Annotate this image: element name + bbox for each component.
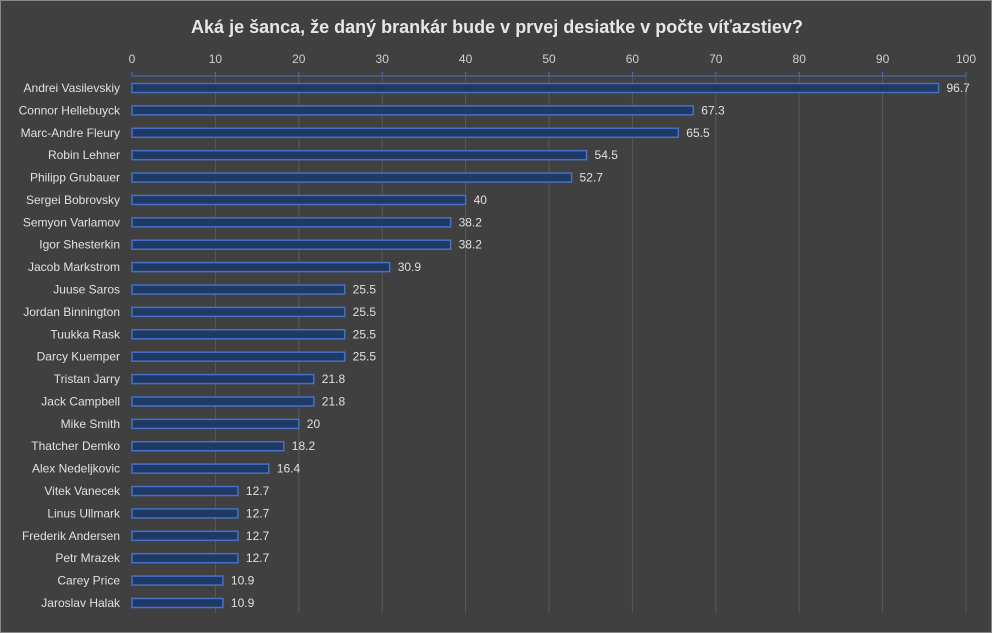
bar: [131, 597, 224, 609]
category-label: Sergei Bobrovsky: [26, 193, 120, 207]
category-label: Marc-Andre Fleury: [21, 126, 120, 140]
data-label: 10.9: [231, 574, 255, 588]
category-label: Tristan Jarry: [54, 372, 120, 386]
category-label: Jack Campbell: [41, 394, 120, 408]
data-label: 12.7: [246, 506, 270, 520]
data-label: 12.7: [246, 551, 270, 565]
bar: [131, 105, 695, 116]
x-tick-label: 40: [459, 52, 473, 66]
category-label: Vitek Vanecek: [44, 484, 121, 498]
data-label: 16.4: [277, 462, 301, 476]
bar: [131, 239, 452, 250]
bar: [131, 440, 285, 452]
x-tick-label: 0: [129, 52, 136, 66]
data-label: 38.2: [459, 215, 483, 229]
data-label: 25.5: [353, 305, 377, 319]
category-label: Darcy Kuemper: [37, 350, 120, 364]
category-label: Tuukka Rask: [50, 327, 121, 341]
category-label: Thatcher Demko: [31, 439, 120, 453]
x-tick-label: 100: [956, 52, 976, 66]
category-label: Igor Shesterkin: [39, 238, 120, 252]
x-tick-label: 70: [709, 52, 723, 66]
data-label: 54.5: [595, 148, 619, 162]
category-label: Frederik Andersen: [22, 529, 120, 543]
bar: [131, 508, 239, 519]
bar: [131, 575, 224, 586]
bar: [131, 82, 940, 94]
bar: [131, 329, 346, 340]
chart-title: Aká je šanca, že daný brankár bude v prv…: [191, 17, 803, 37]
data-label: 40: [474, 193, 488, 207]
category-label: Robin Lehner: [48, 148, 120, 162]
category-label: Andrei Vasilevskiy: [24, 81, 120, 95]
category-label: Jaroslav Halak: [41, 596, 121, 610]
bar: [131, 552, 239, 564]
x-tick-label: 80: [793, 52, 807, 66]
category-label: Jacob Markstrom: [28, 260, 120, 274]
data-label: 30.9: [398, 260, 422, 274]
x-tick-label: 50: [542, 52, 556, 66]
category-label: Juuse Saros: [53, 283, 120, 297]
data-label: 38.2: [459, 238, 483, 252]
bar: [131, 418, 300, 430]
data-label: 67.3: [701, 103, 725, 117]
x-tick-label: 20: [292, 52, 306, 66]
data-label: 25.5: [353, 283, 377, 297]
category-label: Connor Hellebuyck: [19, 103, 121, 117]
bar: [131, 463, 270, 474]
category-label: Semyon Varlamov: [23, 215, 120, 229]
bar: [131, 284, 346, 295]
category-label: Linus Ullmark: [47, 506, 121, 520]
data-label: 21.8: [322, 394, 346, 408]
bar: [131, 351, 346, 362]
category-label: Carey Price: [57, 574, 120, 588]
bar: [131, 396, 315, 407]
data-label: 96.7: [946, 81, 970, 95]
data-label: 10.9: [231, 596, 255, 610]
x-tick-label: 30: [376, 52, 390, 66]
data-label: 12.7: [246, 484, 270, 498]
data-label: 65.5: [686, 126, 710, 140]
bar: [131, 485, 239, 497]
data-label: 25.5: [353, 327, 377, 341]
bar: [131, 306, 346, 318]
x-tick-label: 60: [626, 52, 640, 66]
bar: [131, 127, 680, 139]
bar: [131, 149, 588, 161]
data-label: 12.7: [246, 529, 270, 543]
x-tick-label: 90: [876, 52, 890, 66]
bar: [131, 217, 452, 228]
category-label: Alex Nedeljkovic: [32, 462, 120, 476]
bar: [131, 530, 239, 542]
data-label: 18.2: [292, 439, 316, 453]
data-label: 20: [307, 417, 321, 431]
bar: [131, 194, 467, 206]
bar: [131, 261, 391, 273]
bar: [131, 172, 573, 183]
bar: [131, 373, 315, 385]
category-label: Mike Smith: [61, 417, 120, 431]
category-label: Philipp Grubauer: [30, 171, 120, 185]
category-label: Petr Mrazek: [55, 551, 121, 565]
data-label: 25.5: [353, 350, 377, 364]
x-tick-label: 10: [209, 52, 223, 66]
data-label: 21.8: [322, 372, 346, 386]
category-label: Jordan Binnington: [23, 305, 120, 319]
data-label: 52.7: [580, 171, 604, 185]
